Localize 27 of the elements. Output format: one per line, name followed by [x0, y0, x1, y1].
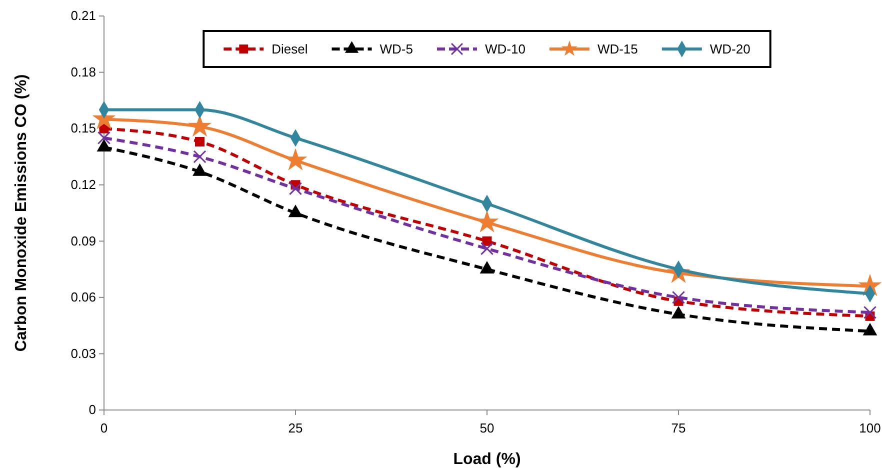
x-tick-label: 50: [480, 420, 494, 436]
point: [480, 242, 494, 256]
legend-label: WD-20: [710, 42, 750, 57]
y-tick-label: 0.18: [70, 64, 96, 80]
point: [288, 182, 302, 196]
x-tick-label: 25: [288, 420, 303, 436]
y-tick-label: 0.09: [70, 233, 96, 248]
y-tick-label: 0.12: [70, 177, 96, 192]
y-tick-label: 0.03: [70, 346, 96, 361]
point: [672, 290, 686, 304]
y-axis-title: Carbon Monoxide Emissions CO (%): [13, 74, 30, 352]
x-tick-label: 75: [671, 420, 686, 436]
y-tick-label: 0: [88, 402, 96, 418]
point: [195, 136, 204, 146]
legend-label: WD-5: [380, 42, 413, 57]
point: [863, 306, 877, 320]
legend-label: WD-10: [484, 42, 526, 57]
point: [193, 150, 206, 164]
y-tick-label: 0.06: [70, 290, 96, 305]
y-tick-label: 0.21: [70, 8, 96, 24]
legend-label: Diesel: [272, 42, 308, 57]
x-tick-label: 0: [100, 420, 108, 436]
y-tick-label: 0.15: [70, 120, 96, 136]
x-axis-title: Load (%): [453, 451, 521, 468]
legend-label: WD-15: [597, 42, 638, 57]
point: [97, 131, 111, 145]
x-tick-label: 100: [859, 420, 881, 436]
